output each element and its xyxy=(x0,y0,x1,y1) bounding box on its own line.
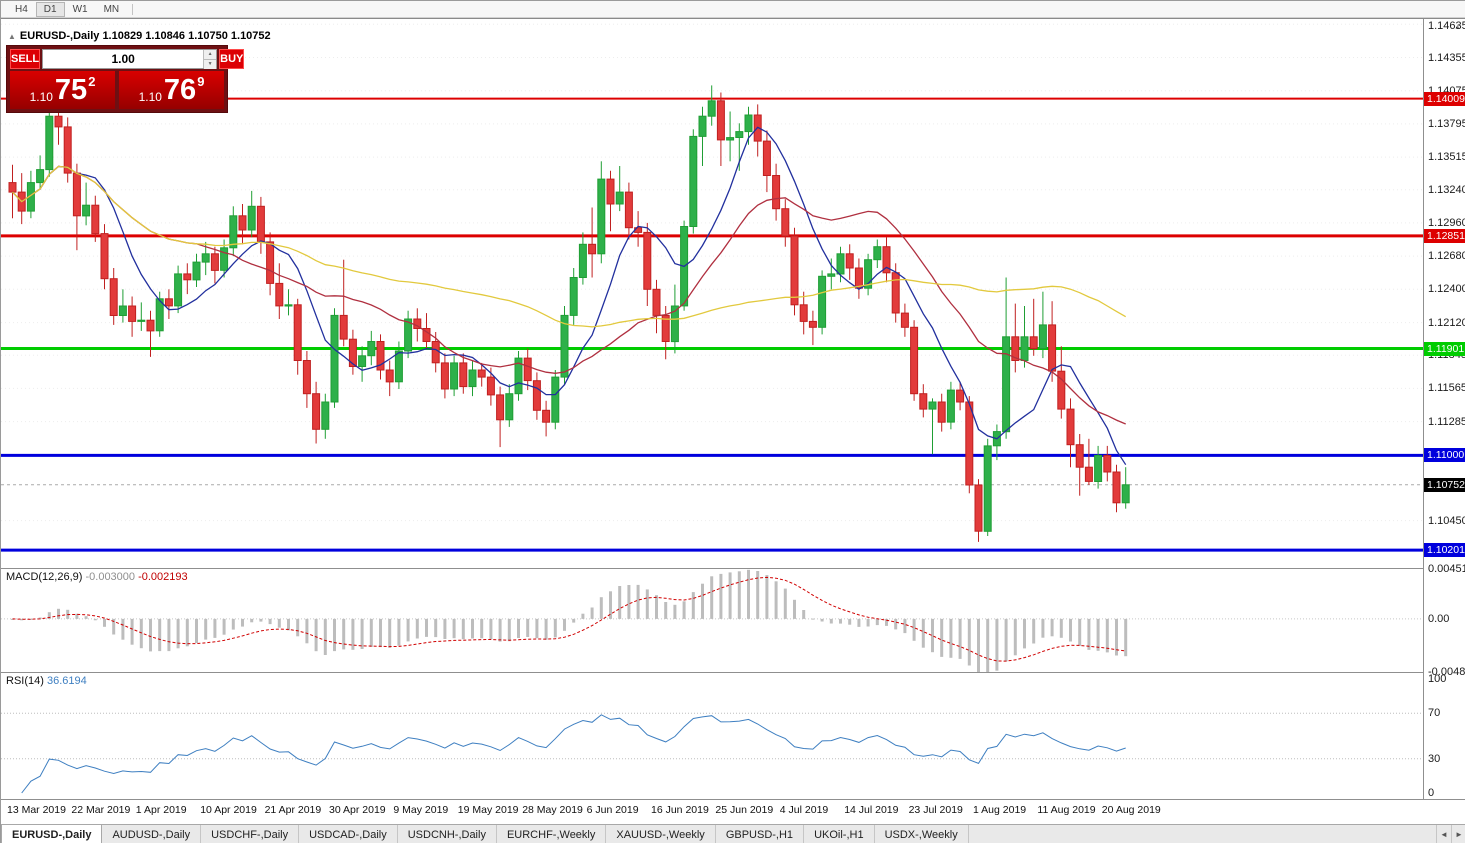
date-label: 13 Mar 2019 xyxy=(7,804,66,816)
chart-tab-bar: EURUSD-,DailyAUDUSD-,DailyUSDCHF-,DailyU… xyxy=(1,824,1465,843)
one-click-trade-panel: SELL ▲ ▼ BUY 1.10 75 2 1.10 xyxy=(6,45,228,113)
rsi-axis-label: 0 xyxy=(1428,787,1434,799)
rsi-axis-label: 70 xyxy=(1428,707,1440,719)
price-axis[interactable]: ▲ 1.146351.143551.140751.137951.135151.1… xyxy=(1423,19,1465,799)
rsi-axis-label: 30 xyxy=(1428,753,1440,765)
price-tag: 1.11000 xyxy=(1424,448,1465,462)
date-label: 23 Jul 2019 xyxy=(909,804,963,816)
price-tag: 1.10201 xyxy=(1424,543,1465,557)
sell-button[interactable]: SELL xyxy=(10,49,40,69)
timeframe-button-w1[interactable]: W1 xyxy=(65,2,96,17)
ask-price-prefix: 1.10 xyxy=(139,90,162,104)
rsi-pane[interactable]: RSI(14) 36.6194 xyxy=(1,673,1423,799)
price-tag: 1.12851 xyxy=(1424,229,1465,243)
price-axis-label: 1.11565 xyxy=(1428,382,1465,394)
tab-scroll-right-button[interactable]: ► xyxy=(1451,825,1465,843)
date-label: 9 May 2019 xyxy=(393,804,448,816)
date-label: 10 Apr 2019 xyxy=(200,804,257,816)
date-label: 1 Aug 2019 xyxy=(973,804,1026,816)
rsi-label: RSI(14) 36.6194 xyxy=(6,675,87,687)
volume-up-icon[interactable]: ▲ xyxy=(204,50,216,60)
macd-chart[interactable] xyxy=(1,569,1423,672)
macd-axis-label: 0.00 xyxy=(1428,613,1449,625)
timeframe-button-mn[interactable]: MN xyxy=(96,2,128,17)
price-tag: 1.10752 xyxy=(1424,478,1465,492)
date-label: 14 Jul 2019 xyxy=(844,804,898,816)
volume-down-icon[interactable]: ▼ xyxy=(204,60,216,69)
macd-pane[interactable]: MACD(12,26,9) -0.003000 -0.002193 xyxy=(1,569,1423,672)
ask-price-big: 76 xyxy=(164,72,196,108)
bid-price-button[interactable]: 1.10 75 2 xyxy=(10,71,115,109)
price-axis-label: 1.12120 xyxy=(1428,317,1465,329)
rsi-name: RSI(14) xyxy=(6,675,44,687)
tab-usdcad-daily[interactable]: USDCAD-,Daily xyxy=(299,825,398,843)
collapse-trade-panel-icon[interactable]: ▲ xyxy=(8,32,16,41)
tab-audusd-daily[interactable]: AUDUSD-,Daily xyxy=(102,825,201,843)
toolbar-divider xyxy=(132,4,133,15)
price-axis-label: 1.12960 xyxy=(1428,217,1465,229)
price-axis-label: 1.14635 xyxy=(1428,20,1465,32)
date-label: 11 Aug 2019 xyxy=(1037,804,1095,816)
rsi-value: 36.6194 xyxy=(47,675,87,687)
rsi-axis-label: 100 xyxy=(1428,673,1446,685)
volume-input[interactable] xyxy=(43,50,203,68)
date-label: 28 May 2019 xyxy=(522,804,583,816)
timeframe-button-d1[interactable]: D1 xyxy=(36,2,65,17)
date-label: 30 Apr 2019 xyxy=(329,804,386,816)
timeframe-toolbar: H4D1W1MN xyxy=(1,1,1465,18)
volume-spinner: ▲ ▼ xyxy=(203,50,216,68)
price-axis-label: 1.13795 xyxy=(1428,118,1465,130)
date-label: 20 Aug 2019 xyxy=(1102,804,1161,816)
date-label: 25 Jun 2019 xyxy=(715,804,773,816)
macd-name: MACD(12,26,9) xyxy=(6,571,82,583)
tab-gbpusd-h1[interactable]: GBPUSD-,H1 xyxy=(716,825,804,843)
buy-button[interactable]: BUY xyxy=(219,49,244,69)
tabbar-spacer xyxy=(969,825,1436,843)
macd-axis-label: 0.004517 xyxy=(1428,563,1465,575)
date-label: 1 Apr 2019 xyxy=(136,804,187,816)
price-axis-label: 1.12680 xyxy=(1428,250,1465,262)
chart-title-text: EURUSD-,Daily 1.10829 1.10846 1.10750 1.… xyxy=(20,30,271,42)
date-label: 6 Jun 2019 xyxy=(587,804,639,816)
ask-price-button[interactable]: 1.10 76 9 xyxy=(119,71,224,109)
tab-usdcnh-daily[interactable]: USDCNH-,Daily xyxy=(398,825,497,843)
chart-window[interactable]: ▲ EURUSD-,Daily 1.10829 1.10846 1.10750 1… xyxy=(1,18,1465,824)
date-axis[interactable]: 13 Mar 2019 22 Mar 2019 1 Apr 2019 10 Apr 2… xyxy=(1,799,1465,825)
tab-eurusd-daily[interactable]: EURUSD-,Daily xyxy=(1,825,102,843)
date-label: 16 Jun 2019 xyxy=(651,804,709,816)
volume-box: ▲ ▼ xyxy=(42,49,217,69)
price-axis-label: 1.13515 xyxy=(1428,151,1465,163)
bid-price-big: 75 xyxy=(55,72,87,108)
price-tag: 1.14009 xyxy=(1424,92,1465,106)
macd-label: MACD(12,26,9) -0.003000 -0.002193 xyxy=(6,571,188,583)
bid-price-pip: 2 xyxy=(88,74,95,89)
date-label: 19 May 2019 xyxy=(458,804,519,816)
tab-eurchf-weekly[interactable]: EURCHF-,Weekly xyxy=(497,825,606,843)
macd-main-value: -0.003000 xyxy=(85,571,135,583)
mt4-window: H4D1W1MN ▲ EURUSD-,Daily 1.10829 1.10846 … xyxy=(0,0,1465,843)
price-axis-label: 1.11285 xyxy=(1428,416,1465,428)
timeframe-button-h4[interactable]: H4 xyxy=(7,2,36,17)
tab-scroll-left-button[interactable]: ◄ xyxy=(1436,825,1451,843)
date-label: 22 Mar 2019 xyxy=(71,804,130,816)
date-label: 4 Jul 2019 xyxy=(780,804,828,816)
tab-usdchf-daily[interactable]: USDCHF-,Daily xyxy=(201,825,299,843)
price-axis-label: 1.12400 xyxy=(1428,283,1465,295)
tab-ukoil-h1[interactable]: UKOil-,H1 xyxy=(804,825,875,843)
price-axis-label: 1.10450 xyxy=(1428,515,1465,527)
chart-title: ▲ EURUSD-,Daily 1.10829 1.10846 1.10750 1… xyxy=(8,30,271,42)
tab-xauusd-weekly[interactable]: XAUUSD-,Weekly xyxy=(606,825,715,843)
price-axis-label: 1.14355 xyxy=(1428,52,1465,64)
price-axis-label: 1.13240 xyxy=(1428,184,1465,196)
price-tag: 1.11901 xyxy=(1424,342,1465,356)
rsi-chart[interactable] xyxy=(1,673,1423,799)
bid-price-prefix: 1.10 xyxy=(30,90,53,104)
date-label: 21 Apr 2019 xyxy=(265,804,322,816)
ask-price-pip: 9 xyxy=(197,74,204,89)
tab-usdx-weekly[interactable]: USDX-,Weekly xyxy=(875,825,969,843)
macd-signal-value: -0.002193 xyxy=(138,571,188,583)
